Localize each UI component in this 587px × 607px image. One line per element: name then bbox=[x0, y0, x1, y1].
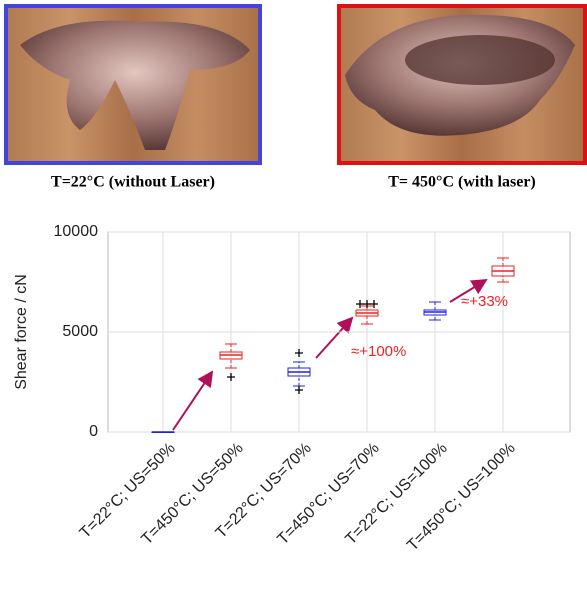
y-tick-label: 5000 bbox=[62, 323, 98, 340]
outlier bbox=[356, 300, 364, 308]
outlier bbox=[295, 386, 303, 394]
arrow bbox=[316, 318, 352, 358]
y-axis-label: Shear force / cN bbox=[13, 274, 30, 390]
outlier bbox=[370, 300, 378, 308]
photo-caption: T=22°C (without Laser) bbox=[51, 174, 215, 191]
annotation: ≈+100% bbox=[351, 343, 406, 360]
page: {"images": [ {"caption": "T=22°C (withou… bbox=[0, 0, 587, 607]
figure: T=22°C (without Laser) T= 450°C (with la… bbox=[0, 0, 587, 607]
y-tick-label: 10000 bbox=[54, 223, 99, 240]
annotation: ≈+33% bbox=[461, 293, 508, 310]
outlier bbox=[363, 300, 371, 308]
photo-left bbox=[6, 6, 260, 163]
outlier bbox=[227, 373, 235, 381]
photo-right bbox=[339, 6, 585, 163]
arrow bbox=[173, 372, 212, 430]
outlier bbox=[295, 349, 303, 357]
photo-caption: T= 450°C (with laser) bbox=[388, 174, 536, 191]
y-tick-label: 0 bbox=[89, 423, 98, 440]
